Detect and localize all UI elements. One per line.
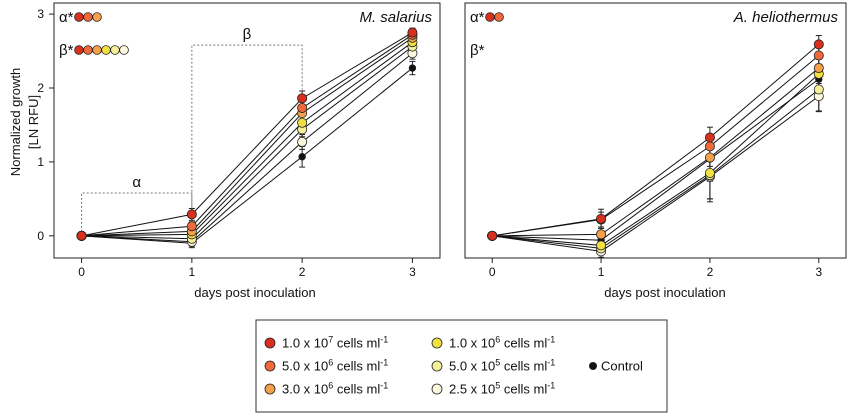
series-line-c1 xyxy=(492,44,820,237)
marker-control xyxy=(298,153,306,161)
alpha-star-dot-c3 xyxy=(92,12,102,22)
plot-frame xyxy=(53,2,441,259)
marker-c1 xyxy=(297,93,308,104)
legend-label-c3: 3.0 x 106 cells ml-1 xyxy=(282,381,388,397)
beta-star-label: β* xyxy=(59,42,74,59)
series-line-c4 xyxy=(81,41,413,237)
alpha-star-label: α* xyxy=(59,9,74,26)
x-tick-label: 0 xyxy=(78,265,85,279)
y-tick-label: 1 xyxy=(37,155,44,169)
marker-c1 xyxy=(407,27,418,38)
panel-title: A. heliothermus xyxy=(733,9,839,26)
legend: 1.0 x 107 cells ml-1 5.0 x 106 cells ml-1… xyxy=(255,319,668,413)
legend-marker-c6 xyxy=(431,383,443,395)
series-line-control xyxy=(81,67,413,244)
plot-frame xyxy=(464,2,847,259)
legend-marker-c3 xyxy=(264,383,276,395)
alpha-bracket-label: α xyxy=(132,174,141,191)
alpha-star-dot-c2 xyxy=(83,12,93,22)
x-axis-title-left: days post inoculation xyxy=(194,285,315,300)
beta-star-label: β* xyxy=(470,42,485,59)
beta-star-dot-c5 xyxy=(110,45,120,55)
series-line-c2 xyxy=(81,34,413,237)
marker-c1 xyxy=(186,209,197,220)
series-line-c5 xyxy=(81,46,413,240)
x-tick-label: 3 xyxy=(815,265,822,279)
x-axis-title-right: days post inoculation xyxy=(604,285,725,300)
beta-star-dot-c3 xyxy=(92,45,102,55)
x-tick-label: 1 xyxy=(598,265,605,279)
panel-m-salarius: 0 1 2 3 0 1 2 3 M. salarius α β α* β* xyxy=(37,2,441,279)
legend-label-c4: 1.0 x 106 cells ml-1 xyxy=(449,335,555,351)
legend-label-c1: 1.0 x 107 cells ml-1 xyxy=(282,335,388,351)
alpha-star-dot-c2 xyxy=(494,12,504,22)
beta-bracket-label: β xyxy=(243,26,252,43)
marker-c6 xyxy=(297,136,308,147)
alpha-bracket xyxy=(81,192,193,236)
y-tick-label: 0 xyxy=(37,229,44,243)
marker-c1 xyxy=(596,213,607,224)
alpha-star-dot-c1 xyxy=(74,12,84,22)
series-line-c6 xyxy=(492,95,820,252)
beta-star-dot-c2 xyxy=(83,45,93,55)
legend-box xyxy=(255,319,668,413)
marker-c3 xyxy=(704,152,715,163)
legend-marker-c1 xyxy=(264,337,276,349)
legend-marker-c4 xyxy=(431,337,443,349)
y-tick-label: 2 xyxy=(37,81,44,95)
x-tick-label: 3 xyxy=(409,265,416,279)
series-line-c3 xyxy=(492,67,820,237)
legend-marker-control xyxy=(589,361,598,370)
marker-c1 xyxy=(487,230,498,241)
marker-c2 xyxy=(186,221,197,232)
beta-bracket xyxy=(191,44,303,208)
series-line-control xyxy=(492,78,820,241)
series-line-c1 xyxy=(81,32,413,237)
y-axis-title-line1: Normalized growth xyxy=(8,68,23,176)
marker-c4 xyxy=(297,117,308,128)
series-line-c3 xyxy=(81,37,413,237)
marker-c4 xyxy=(596,240,607,251)
series-line-c4 xyxy=(492,73,820,246)
beta-star-dot-c1 xyxy=(74,45,84,55)
legend-label-c5: 5.0 x 105 cells ml-1 xyxy=(449,358,555,374)
panel-a-heliothermus: 0 1 2 3 A. heliothermus α* β* xyxy=(464,2,847,279)
legend-label-c6: 2.5 x 105 cells ml-1 xyxy=(449,381,555,397)
x-tick-label: 2 xyxy=(707,265,714,279)
series-line-c5 xyxy=(492,89,820,249)
series-line-c2 xyxy=(492,55,820,237)
legend-label-c2: 5.0 x 106 cells ml-1 xyxy=(282,358,388,374)
marker-c2 xyxy=(297,102,308,113)
marker-c3 xyxy=(596,229,607,240)
legend-marker-c5 xyxy=(431,360,443,372)
marker-control xyxy=(408,64,417,72)
beta-star-dot-c4 xyxy=(101,45,111,55)
marker-c2 xyxy=(813,50,824,61)
legend-label-control: Control xyxy=(601,359,643,374)
marker-c5 xyxy=(813,84,824,95)
alpha-star-dot-c1 xyxy=(485,12,495,22)
alpha-star-label: α* xyxy=(470,9,485,26)
series-line-c6 xyxy=(81,52,413,243)
x-tick-label: 0 xyxy=(489,265,496,279)
marker-c1 xyxy=(813,39,824,50)
legend-marker-c2 xyxy=(264,360,276,372)
beta-star-dot-c6 xyxy=(119,45,129,55)
x-tick-label: 1 xyxy=(189,265,196,279)
y-tick-label: 3 xyxy=(37,7,44,21)
marker-c3 xyxy=(813,63,824,74)
marker-c2 xyxy=(704,141,715,152)
marker-c4 xyxy=(704,167,715,178)
x-tick-label: 2 xyxy=(299,265,306,279)
marker-c1 xyxy=(704,132,715,143)
y-axis-title-line2: [LN RFU] xyxy=(26,95,41,149)
panel-title: M. salarius xyxy=(359,9,432,26)
marker-c1 xyxy=(76,230,87,241)
